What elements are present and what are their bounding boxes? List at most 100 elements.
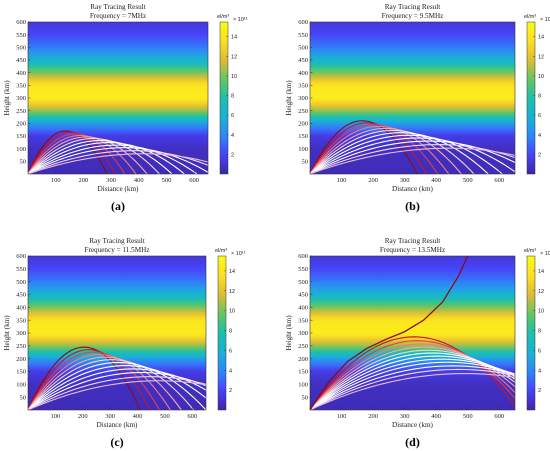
ray-10 [28,371,206,410]
colorbar-tick-label: 2 [538,152,541,158]
y-tick-label: 500 [298,279,308,286]
ray-1 [28,346,141,410]
colorbar-tick-label: 14 [538,35,544,41]
chart-subtitle: Frequency = 9.5MHz [382,12,444,20]
colorbar-tick-label: 8 [538,329,541,335]
y-axis-label: Height (km) [3,80,11,116]
ray-3 [28,351,160,410]
y-tick-label: 200 [16,121,26,128]
x-axis-label: Distance (km) [392,421,434,429]
x-tick-label: 200 [78,413,88,420]
y-tick-label: 50 [302,159,309,166]
colorbar-tick-label: 8 [231,94,234,100]
ray-1 [28,130,108,174]
ray-7 [310,132,489,174]
chart-panel-d: 50 100 150 200 250 300 350 400 450 500 550 600 100 20… [285,237,550,449]
ray-6 [310,352,515,410]
colorbar-unit: el/m³ [524,248,536,254]
x-tick-label: 600 [494,413,504,420]
x-tick-label: 100 [337,177,347,184]
y-tick-label: 150 [298,369,308,376]
ray-11 [310,368,515,410]
x-tick-label: 200 [79,177,89,184]
chart-subtitle: Frequency = 11.5MHz [84,246,149,254]
x-tick-label: 500 [162,177,172,184]
panel-caption: (b) [405,199,420,213]
y-tick-label: 400 [298,70,308,77]
colorbar-tick-label: 2 [231,152,234,158]
chart-title: Ray Tracing Result [385,237,441,245]
x-tick-label: 300 [106,177,116,184]
y-tick-label: 500 [16,45,26,52]
y-tick-label: 550 [298,266,308,273]
y-tick-label: 350 [298,317,308,324]
x-tick-label: 200 [368,413,378,420]
y-tick-label: 300 [298,330,308,337]
ray-1 [310,120,418,174]
ray-11 [28,376,206,410]
ray-group [28,130,208,174]
ray-7 [28,361,206,410]
colorbar-tick-label: 14 [538,269,544,275]
ray-4 [28,134,137,174]
chart-title: Ray Tracing Result [89,237,145,245]
y-tick-label: 550 [16,32,26,39]
ray-group [310,256,515,410]
density-background [28,256,206,410]
y-tick-label: 600 [16,19,26,26]
colorbar-tick-label: 4 [538,368,541,374]
ray-12 [310,147,515,174]
x-tick-label: 400 [133,413,143,420]
y-tick-label: 250 [16,108,26,115]
ray-7 [28,140,173,174]
x-tick-label: 100 [51,413,61,420]
escaping-ray [310,256,469,410]
colorbar [219,21,229,175]
ray-10 [310,365,515,410]
y-tick-label: 150 [16,133,26,140]
y-tick-label: 250 [298,108,308,115]
x-tick-label: 400 [134,177,144,184]
chart-panel-b: 50 100 150 200 250 300 350 400 450 500 550 600 100 20… [285,3,550,213]
colorbar-tick-label: 12 [229,289,235,295]
y-tick-label: 400 [16,70,26,77]
x-tick-label: 300 [400,177,410,184]
ray-8 [28,142,185,174]
y-tick-label: 50 [20,394,27,401]
ray-8 [310,358,515,410]
x-tick-label: 500 [160,413,170,420]
ray-9 [28,368,206,410]
ray-2 [28,349,151,410]
colorbar-tick-label: 6 [229,348,232,354]
y-tick-label: 350 [298,83,308,90]
ray-11 [310,144,515,174]
ray-9 [28,144,198,174]
colorbar [526,255,536,411]
colorbar-tick-label: 12 [538,289,544,295]
y-tick-label: 500 [16,279,26,286]
colorbar-tick-label: 8 [229,329,232,335]
y-tick-label: 150 [298,133,308,140]
ray-12 [310,372,515,410]
ray-9 [310,361,515,410]
y-tick-label: 550 [298,32,308,39]
panel-caption: (d) [405,435,420,449]
colorbar-tick-label: 12 [538,54,544,60]
y-axis-label: Height (km) [3,315,11,351]
colorbar-tick-label: 2 [538,388,541,394]
y-tick-label: 450 [16,57,26,64]
ray-8 [310,134,503,174]
y-tick-label: 50 [20,159,27,166]
x-axis-label: Distance (km) [98,185,140,193]
y-tick-label: 600 [298,253,308,260]
panel-caption: (c) [110,435,123,449]
ray-1 [310,336,515,410]
y-tick-label: 250 [16,343,26,350]
ray-11 [28,150,208,174]
y-tick-label: 450 [298,57,308,64]
colorbar-tick-label: 8 [538,94,541,100]
x-tick-label: 600 [189,177,199,184]
ray-group [310,120,515,174]
y-tick-label: 600 [298,19,308,26]
